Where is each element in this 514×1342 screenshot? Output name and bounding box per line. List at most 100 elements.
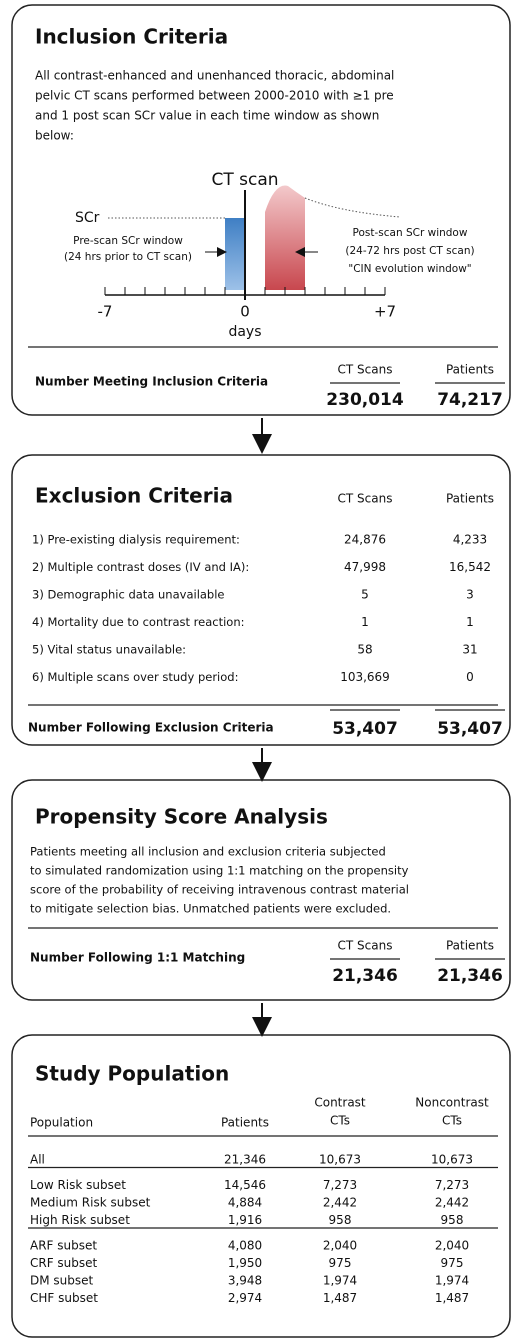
summary-value: 74,217 [437, 390, 503, 410]
cell: 103,669 [340, 670, 390, 684]
row-label: 5) Vital status unavailable: [32, 643, 186, 657]
column-header: Patients [446, 492, 494, 506]
cell: 975 [329, 1256, 352, 1270]
cell: 14,546 [224, 1178, 266, 1192]
content: Inclusion Criteria All contrast-enhanced … [28, 25, 505, 1305]
summary-value: 53,407 [437, 719, 503, 739]
cell: 10,673 [431, 1153, 473, 1167]
cell: 958 [329, 1213, 352, 1227]
cell: 0 [466, 670, 474, 684]
cell: 7,273 [435, 1178, 469, 1192]
description: and 1 post scan SCr value in each time w… [35, 109, 379, 123]
axis-ticks [104, 287, 386, 295]
scr-label: SCr [75, 210, 100, 226]
cell: 31 [462, 643, 477, 657]
column-header: CT Scans [338, 939, 393, 953]
column-header: CT Scans [338, 492, 393, 506]
cell: 1 [466, 615, 474, 629]
cell: 4,080 [228, 1239, 262, 1253]
cell: 47,998 [344, 560, 386, 574]
cell: 4,884 [228, 1196, 262, 1210]
scr-curve [304, 197, 401, 218]
row-label: CHF subset [30, 1291, 98, 1305]
cell: 1,487 [323, 1291, 357, 1305]
row-label: 1) Pre-existing dialysis requirement: [32, 533, 240, 547]
cell: 24,876 [344, 533, 386, 547]
summary-value: 53,407 [332, 719, 398, 739]
post-window-label: "CIN evolution window" [348, 263, 471, 275]
cell: 3,948 [228, 1274, 262, 1288]
cell: 2,974 [228, 1291, 262, 1305]
row-label: Low Risk subset [30, 1178, 126, 1192]
cell: 2,442 [435, 1196, 469, 1210]
description: to mitigate selection bias. Unmatched pa… [30, 902, 391, 916]
post-window-label: Post-scan SCr window [353, 227, 468, 239]
ct-label: CT scan [211, 170, 278, 190]
post-window [265, 185, 305, 290]
title: Exclusion Criteria [35, 484, 233, 508]
summary-value: 230,014 [326, 390, 404, 410]
axis-tick-label: -7 [98, 303, 113, 321]
pre-window-label: Pre-scan SCr window [73, 235, 183, 247]
summary-label: Number Following Exclusion Criteria [28, 721, 274, 735]
column-header: Patients [221, 1116, 269, 1130]
row-label: 2) Multiple contrast doses (IV and IA): [32, 560, 249, 574]
cell: 2,442 [323, 1196, 357, 1210]
cell: 2,040 [435, 1239, 469, 1253]
summary-label: Number Meeting Inclusion Criteria [35, 375, 268, 389]
cell: 1,974 [435, 1274, 469, 1288]
row-label: CRF subset [30, 1256, 98, 1270]
cell: 4,233 [453, 533, 487, 547]
axis-tick-label: 0 [240, 303, 250, 321]
row-label: 6) Multiple scans over study period: [32, 670, 238, 684]
cell: 10,673 [319, 1153, 361, 1167]
cell: 1,916 [228, 1213, 262, 1227]
summary-value: 21,346 [437, 966, 503, 986]
summary-label: Number Following 1:1 Matching [30, 951, 245, 965]
cell: 2,040 [323, 1239, 357, 1253]
column-header: CTs [330, 1114, 350, 1128]
column-header: Patients [446, 363, 494, 377]
title: Inclusion Criteria [35, 25, 228, 49]
row-label: 3) Demographic data unavailable [32, 588, 225, 602]
column-header: Contrast [314, 1096, 366, 1110]
exclusion-box [11, 454, 511, 746]
description: Patients meeting all inclusion and exclu… [30, 845, 386, 859]
column-header: Population [30, 1116, 93, 1130]
cell: 16,542 [449, 560, 491, 574]
cell: 958 [441, 1213, 464, 1227]
post-window-label: (24-72 hrs post CT scan) [345, 245, 474, 257]
row-label: High Risk subset [30, 1213, 130, 1227]
description: to simulated randomization using 1:1 mat… [30, 864, 409, 878]
description: score of the probability of receiving in… [30, 883, 409, 897]
column-header: Patients [446, 939, 494, 953]
cell: 975 [441, 1256, 464, 1270]
cell: 3 [466, 588, 474, 602]
inclusion-box [11, 4, 511, 416]
cell: 5 [361, 588, 369, 602]
axis-tick-label: +7 [374, 303, 396, 321]
row-label: All [30, 1153, 45, 1167]
description: below: [35, 129, 74, 143]
column-header: Noncontrast [415, 1096, 489, 1110]
row-label: 4) Mortality due to contrast reaction: [32, 615, 245, 629]
description: All contrast-enhanced and unenhanced tho… [35, 69, 394, 83]
row-label: ARF subset [30, 1239, 97, 1253]
column-header: CT Scans [338, 363, 393, 377]
description: pelvic CT scans performed between 2000-2… [35, 89, 394, 103]
pre-window-label: (24 hrs prior to CT scan) [64, 251, 192, 263]
title: Propensity Score Analysis [35, 805, 328, 829]
cell: 58 [357, 643, 372, 657]
cell: 1,950 [228, 1256, 262, 1270]
cell: 21,346 [224, 1153, 266, 1167]
summary-value: 21,346 [332, 966, 398, 986]
title: Study Population [35, 1062, 229, 1086]
row-label: DM subset [30, 1274, 94, 1288]
cell: 1,974 [323, 1274, 357, 1288]
cell: 1 [361, 615, 369, 629]
row-label: Medium Risk subset [30, 1196, 151, 1210]
cell: 7,273 [323, 1178, 357, 1192]
cell: 1,487 [435, 1291, 469, 1305]
axis-label: days [228, 324, 261, 340]
pre-window [225, 218, 245, 290]
